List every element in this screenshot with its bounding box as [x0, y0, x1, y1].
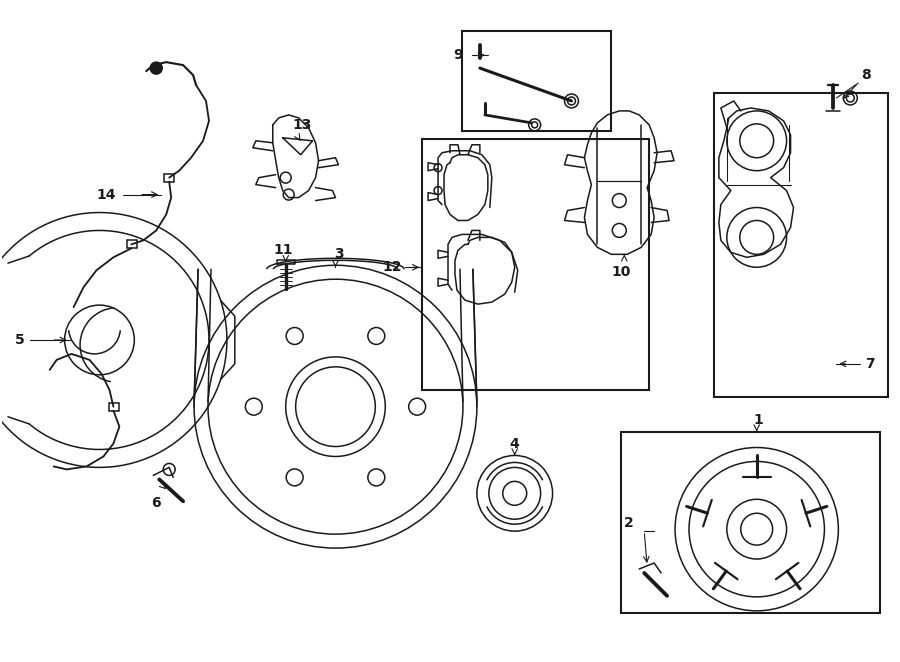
- Bar: [422, 139, 649, 390]
- Bar: [714, 93, 888, 397]
- Bar: [110, 402, 120, 410]
- Text: 10: 10: [612, 265, 631, 279]
- Text: 8: 8: [861, 68, 871, 82]
- Text: 4: 4: [510, 436, 519, 451]
- Text: 7: 7: [866, 357, 875, 371]
- Text: 11: 11: [273, 244, 292, 258]
- Text: 14: 14: [96, 187, 116, 201]
- Text: 9: 9: [454, 48, 463, 62]
- Text: 2: 2: [625, 516, 634, 530]
- Text: 13: 13: [292, 118, 312, 132]
- Bar: [462, 31, 611, 131]
- Text: 3: 3: [334, 248, 343, 261]
- Text: 6: 6: [151, 496, 161, 510]
- Text: 1: 1: [754, 412, 763, 426]
- Text: 12: 12: [382, 260, 402, 274]
- Circle shape: [150, 62, 162, 74]
- Bar: [164, 173, 175, 181]
- Bar: [621, 432, 880, 613]
- Bar: [128, 240, 138, 248]
- Text: 5: 5: [15, 333, 24, 347]
